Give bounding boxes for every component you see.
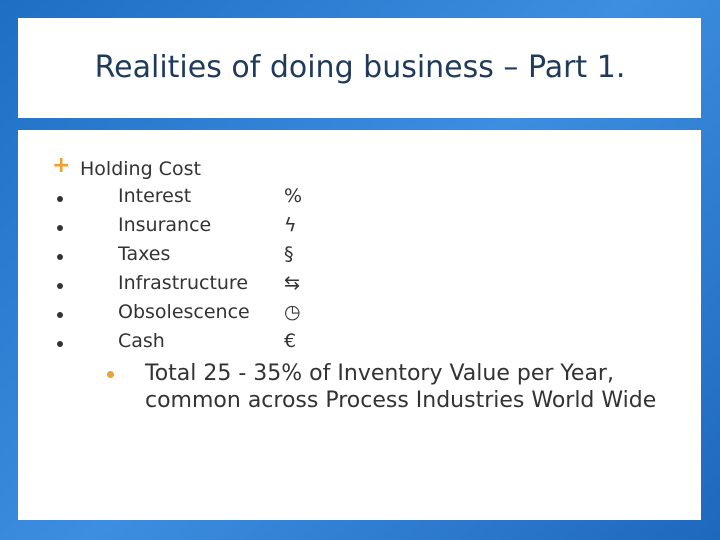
- slide-title: Realities of doing business – Part 1.: [94, 50, 626, 85]
- bullet-icon: [57, 225, 63, 231]
- clock-icon: ◷: [284, 301, 301, 323]
- plus-bullet-icon: +: [52, 153, 71, 178]
- item-label: Cash: [118, 330, 165, 352]
- euro-icon: €: [284, 330, 297, 352]
- lightning-icon: ϟ: [284, 214, 297, 236]
- bullet-icon: [57, 341, 63, 347]
- bullet-icon: [57, 283, 63, 289]
- bullet-icon: [57, 254, 63, 260]
- item-label: Interest: [118, 185, 192, 207]
- list-item-insurance: Insurance ϟ: [0, 214, 720, 240]
- item-label: Obsolescence: [118, 301, 250, 323]
- bullet-icon: [107, 371, 114, 378]
- percent-icon: %: [284, 185, 303, 207]
- item-label: Taxes: [118, 243, 171, 265]
- title-panel: [18, 18, 701, 118]
- holding-cost-heading: Holding Cost: [80, 158, 201, 180]
- bullet-icon: [57, 312, 63, 318]
- item-label: Insurance: [118, 214, 212, 236]
- list-item-obsolescence: Obsolescence ◷: [0, 301, 720, 327]
- list-item-taxes: Taxes §: [0, 243, 720, 269]
- bullet-icon: [57, 196, 63, 202]
- content-panel: [18, 130, 701, 520]
- total-statement: Total 25 - 35% of Inventory Value per Ye…: [145, 361, 657, 413]
- list-item-infrastructure: Infrastructure ⇆: [0, 272, 720, 298]
- section-icon: §: [284, 243, 294, 265]
- list-item-cash: Cash €: [0, 330, 720, 356]
- list-item-interest: Interest %: [0, 185, 720, 211]
- swap-arrows-icon: ⇆: [284, 272, 300, 294]
- item-label: Infrastructure: [118, 272, 249, 294]
